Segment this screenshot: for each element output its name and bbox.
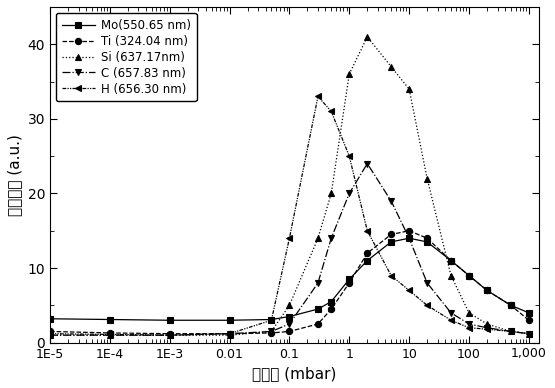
Si (637.17nm) xyxy=(424,176,431,181)
Mo(550.65 nm) xyxy=(315,307,321,312)
Si (637.17nm) xyxy=(346,72,352,76)
C (657.83 nm) xyxy=(406,236,412,241)
Si (637.17nm) xyxy=(226,333,233,338)
Ti (324.04 nm) xyxy=(346,281,352,285)
Ti (324.04 nm) xyxy=(406,229,412,233)
X-axis label: 气压值 (mbar): 气压值 (mbar) xyxy=(253,366,337,381)
Si (637.17nm) xyxy=(466,310,472,315)
C (657.83 nm) xyxy=(526,331,532,336)
H (656.30 nm) xyxy=(483,327,490,331)
H (656.30 nm) xyxy=(166,333,173,338)
C (657.83 nm) xyxy=(483,326,490,330)
Mo(550.65 nm) xyxy=(424,240,431,244)
C (657.83 nm) xyxy=(364,161,371,166)
C (657.83 nm) xyxy=(424,281,431,285)
Ti (324.04 nm) xyxy=(107,331,113,335)
Mo(550.65 nm) xyxy=(388,240,395,244)
Y-axis label: 信号强度 (a.u.): 信号强度 (a.u.) xyxy=(7,134,22,216)
C (657.83 nm) xyxy=(286,322,292,326)
Mo(550.65 nm) xyxy=(364,258,371,263)
H (656.30 nm) xyxy=(364,229,371,233)
H (656.30 nm) xyxy=(507,329,514,334)
Mo(550.65 nm) xyxy=(466,273,472,278)
Ti (324.04 nm) xyxy=(166,331,173,336)
Line: C (657.83 nm): C (657.83 nm) xyxy=(47,161,532,338)
C (657.83 nm) xyxy=(268,329,275,334)
Si (637.17nm) xyxy=(507,329,514,334)
Mo(550.65 nm) xyxy=(268,317,275,322)
Mo(550.65 nm) xyxy=(107,317,113,322)
Ti (324.04 nm) xyxy=(364,251,371,255)
H (656.30 nm) xyxy=(268,318,275,322)
Line: Si (637.17nm): Si (637.17nm) xyxy=(47,34,532,338)
Si (637.17nm) xyxy=(47,333,53,338)
C (657.83 nm) xyxy=(346,191,352,196)
Si (637.17nm) xyxy=(526,331,532,336)
H (656.30 nm) xyxy=(107,332,113,337)
Mo(550.65 nm) xyxy=(226,318,233,322)
Ti (324.04 nm) xyxy=(507,303,514,308)
Si (637.17nm) xyxy=(364,35,371,39)
C (657.83 nm) xyxy=(107,333,113,338)
Si (637.17nm) xyxy=(448,273,455,278)
Mo(550.65 nm) xyxy=(286,314,292,319)
Mo(550.65 nm) xyxy=(346,277,352,282)
C (657.83 nm) xyxy=(388,199,395,203)
Ti (324.04 nm) xyxy=(388,232,395,237)
C (657.83 nm) xyxy=(448,310,455,315)
C (657.83 nm) xyxy=(166,333,173,338)
Si (637.17nm) xyxy=(483,322,490,326)
H (656.30 nm) xyxy=(315,94,321,99)
Ti (324.04 nm) xyxy=(466,273,472,278)
H (656.30 nm) xyxy=(424,303,431,308)
Mo(550.65 nm) xyxy=(507,303,514,308)
Mo(550.65 nm) xyxy=(448,258,455,263)
H (656.30 nm) xyxy=(47,331,53,336)
Line: H (656.30 nm): H (656.30 nm) xyxy=(47,94,532,338)
Mo(550.65 nm) xyxy=(47,317,53,321)
Ti (324.04 nm) xyxy=(424,236,431,241)
H (656.30 nm) xyxy=(226,331,233,336)
Mo(550.65 nm) xyxy=(166,318,173,322)
H (656.30 nm) xyxy=(286,236,292,241)
Ti (324.04 nm) xyxy=(286,329,292,334)
H (656.30 nm) xyxy=(466,326,472,330)
C (657.83 nm) xyxy=(507,329,514,334)
Line: Mo(550.65 nm): Mo(550.65 nm) xyxy=(47,235,532,323)
H (656.30 nm) xyxy=(388,273,395,278)
Ti (324.04 nm) xyxy=(268,331,275,335)
C (657.83 nm) xyxy=(466,322,472,326)
Si (637.17nm) xyxy=(166,333,173,338)
Mo(550.65 nm) xyxy=(526,310,532,315)
H (656.30 nm) xyxy=(328,109,335,114)
Si (637.17nm) xyxy=(107,333,113,338)
Mo(550.65 nm) xyxy=(328,299,335,304)
Mo(550.65 nm) xyxy=(483,288,490,293)
Si (637.17nm) xyxy=(388,64,395,69)
Ti (324.04 nm) xyxy=(226,331,233,336)
Ti (324.04 nm) xyxy=(47,329,53,334)
Ti (324.04 nm) xyxy=(328,307,335,312)
Mo(550.65 nm) xyxy=(406,236,412,241)
Si (637.17nm) xyxy=(406,87,412,91)
H (656.30 nm) xyxy=(406,288,412,293)
C (657.83 nm) xyxy=(47,333,53,338)
H (656.30 nm) xyxy=(346,154,352,158)
H (656.30 nm) xyxy=(448,318,455,322)
H (656.30 nm) xyxy=(526,331,532,336)
Si (637.17nm) xyxy=(328,191,335,196)
Ti (324.04 nm) xyxy=(448,258,455,263)
Si (637.17nm) xyxy=(286,303,292,308)
C (657.83 nm) xyxy=(315,281,321,285)
Si (637.17nm) xyxy=(268,329,275,334)
Ti (324.04 nm) xyxy=(526,318,532,322)
Si (637.17nm) xyxy=(315,236,321,241)
Ti (324.04 nm) xyxy=(483,288,490,293)
C (657.83 nm) xyxy=(226,331,233,336)
Ti (324.04 nm) xyxy=(315,322,321,326)
C (657.83 nm) xyxy=(328,236,335,241)
Legend: Mo(550.65 nm), Ti (324.04 nm), Si (637.17nm), C (657.83 nm), H (656.30 nm): Mo(550.65 nm), Ti (324.04 nm), Si (637.1… xyxy=(56,13,196,101)
Line: Ti (324.04 nm): Ti (324.04 nm) xyxy=(47,228,532,337)
